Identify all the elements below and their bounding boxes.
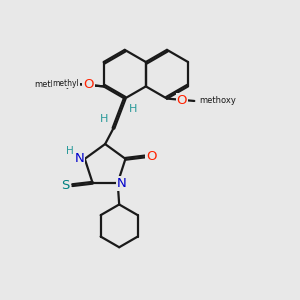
Text: N: N [74,152,84,165]
Text: H: H [66,146,74,156]
Text: methoxy: methoxy [34,80,71,88]
Text: methoxy: methoxy [200,97,236,106]
Text: O: O [146,150,157,163]
Text: H: H [99,114,108,124]
Text: O: O [83,78,94,92]
Text: O: O [177,94,187,106]
Text: methyl: methyl [52,79,79,88]
Text: H: H [129,104,137,114]
Text: N: N [116,177,126,190]
Text: O: O [83,78,93,92]
Text: S: S [61,178,70,192]
